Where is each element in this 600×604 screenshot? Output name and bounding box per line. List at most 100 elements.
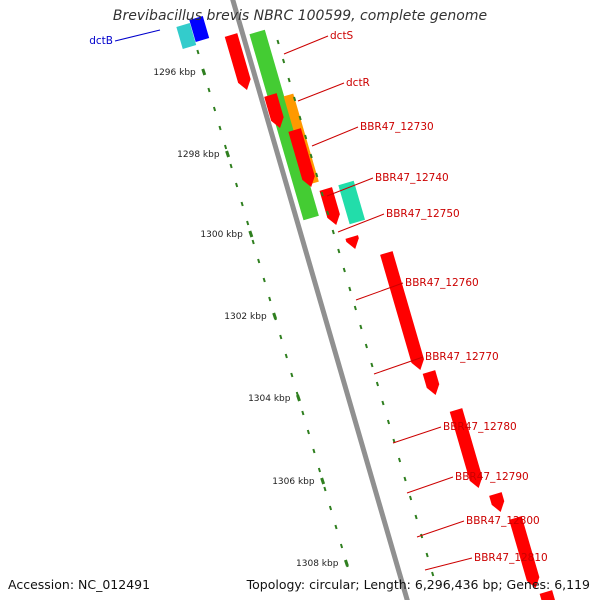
scale-dot [317,467,321,473]
cds-arrow [345,235,359,249]
cds-arrow [319,187,340,225]
scale-dot [328,505,333,511]
track-dot [353,305,357,311]
scale-dot [301,410,305,416]
accession-label: Accession: NC_012491 [8,577,151,592]
scale-dot [339,543,344,549]
gene-label: dctS [330,30,354,42]
gene-leader-line [337,213,385,233]
gene-cyan-block [176,23,197,49]
track-dot [364,343,368,349]
track-dot [293,96,297,102]
scale-dot [290,372,294,378]
scale-dot [334,524,338,530]
cds-arrow [288,128,315,187]
track-dot [397,457,402,463]
scale-dot [224,144,228,150]
scale-tick [320,477,326,485]
scale-dot [218,125,222,131]
track-dot [326,210,330,216]
track-dot [348,286,352,292]
cds-arrow [489,492,505,512]
cds-arrow [264,93,284,128]
scale-dot [251,239,255,245]
scale-dot [279,334,283,340]
scale-dot [207,87,211,93]
gene-leader-line [392,426,442,444]
track-dot [425,552,429,558]
map-title: Brevibacillus brevis NBRC 100599, comple… [112,8,488,24]
scale-dot [312,448,316,454]
track-dot [375,381,380,387]
genome-summary: Topology: circular; Length: 6,296,436 bp… [246,577,590,592]
scale-label: 1308 kbp [296,559,339,569]
scale-dot [284,353,288,359]
track-dot [287,77,291,83]
cds-arrow [509,516,540,588]
scale-dot [306,429,310,435]
track-dot [304,134,308,140]
track-dot [381,400,385,406]
gene-label: dctB [89,35,113,47]
gene-label: BBR47_12770 [425,351,499,363]
gene-leader-line [355,282,404,301]
scale-dot [240,201,244,207]
scale-dot [212,106,217,112]
track-dot [320,191,324,197]
scale-tick [225,150,231,158]
gene-label: BBR47_12740 [375,172,449,184]
scale-tick [296,394,301,402]
scale-dot [262,277,266,283]
gene-leader-line [311,126,359,147]
scale-label: 1298 kbp [177,150,220,160]
scale-label: 1302 kbp [224,312,267,322]
scale-dot [235,182,239,188]
scale-tick [344,559,349,567]
track-dot [414,514,418,520]
scale-label: 1306 kbp [272,477,315,487]
track-dot [359,324,363,330]
gene-label: BBR47_12760 [405,277,479,289]
scale-tick [272,312,278,320]
scale-dot [246,220,250,226]
gene-leader-line [416,520,465,538]
gene-label: BBR47_12730 [360,121,434,133]
gene-leader-line [406,476,454,494]
gene-label: BBR47_12810 [474,552,548,564]
gene-dctB-block [189,16,210,42]
cds-arrow [224,33,251,90]
gene-leader-line [283,35,329,55]
track-dot [420,533,424,539]
track-dot [370,362,374,368]
track-dot [403,476,407,482]
scale-dot [323,486,327,492]
gene-label: BBR47_12780 [443,421,517,433]
scale-label: 1300 kbp [200,230,243,240]
track-dot [342,267,346,273]
track-dot [309,153,313,159]
gene-leader-line [424,557,473,571]
gene-leader-line [114,29,161,42]
gene-leader-line [297,82,345,102]
scale-dot [268,296,272,302]
track-dot [386,419,391,425]
gene-12740-block [338,180,366,225]
cds-arrow [380,251,424,370]
gene-label: dctR [346,77,370,89]
track-dot [315,172,319,178]
scale-label: 1304 kbp [248,394,291,404]
cds-arrow [449,408,483,488]
track-dot [431,571,435,577]
scale-tick [201,68,207,76]
gene-leader-line [326,177,374,197]
track-dot [298,115,302,121]
gene-cluster-band [249,29,319,221]
scale-dot [196,49,200,55]
gene-label: BBR47_12790 [455,471,529,483]
cds-arrow [422,370,440,395]
genome-backbone [230,0,411,604]
scale-dot [229,163,233,169]
scale-tick [248,230,254,238]
